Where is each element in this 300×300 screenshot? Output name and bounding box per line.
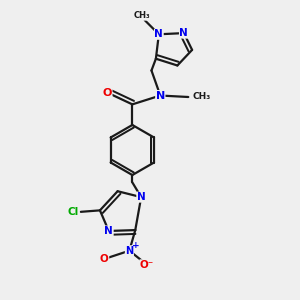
Text: N: N — [154, 29, 163, 39]
Text: O⁻: O⁻ — [140, 260, 154, 270]
Text: N: N — [179, 28, 188, 38]
Text: N: N — [104, 226, 113, 236]
Text: CH₃: CH₃ — [134, 11, 151, 20]
Text: N: N — [125, 246, 134, 256]
Text: N: N — [137, 192, 146, 202]
Text: +: + — [132, 241, 140, 250]
Text: O: O — [100, 254, 109, 264]
Text: N: N — [156, 91, 165, 100]
Text: CH₃: CH₃ — [193, 92, 211, 101]
Text: O: O — [103, 88, 112, 98]
Text: Cl: Cl — [68, 207, 79, 217]
